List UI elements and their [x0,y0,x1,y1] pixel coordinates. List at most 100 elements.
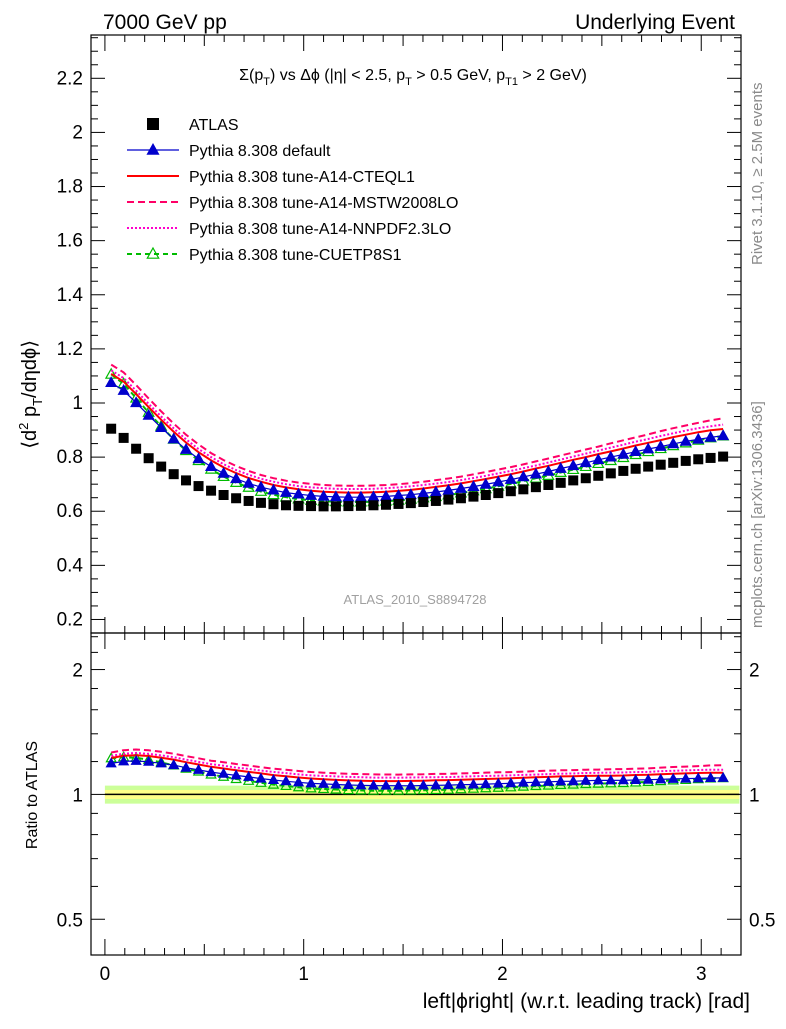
ratio-point-default [168,759,180,770]
legend-label-atlas: ATLAS [189,117,239,134]
ratio-point-cuetp8s1 [392,784,405,795]
point-default [317,489,330,501]
ratio-y-axis-label: Ratio to ATLAS [24,741,41,849]
point-default [542,464,555,476]
ratio-point-cuetp8s1 [305,782,317,793]
point-atlas [131,443,142,454]
ratio-point-default [692,772,704,783]
series-cteql1 [110,372,724,494]
ratio-series-cteql1 [111,754,724,783]
series-line-default [110,382,724,498]
ratio-point-default [605,774,617,785]
ratio-point-default [467,778,480,789]
ratio-point-default [580,774,592,785]
point-atlas [480,490,491,500]
ratio-point-default [317,777,330,788]
point-atlas [668,457,679,468]
point-default [554,461,567,473]
point-atlas [405,498,416,509]
point-default [717,429,730,441]
point-atlas [306,501,317,512]
legend-item-atlas: ATLAS [147,117,239,134]
point-atlas [231,493,242,504]
ratio-point-cuetp8s1 [292,781,305,792]
point-default [642,442,655,454]
point-atlas [443,494,454,505]
ratio-point-default [455,778,467,789]
main-y-axis-label: ⟨d2 pT/dηdϕ⟩ [16,340,45,449]
ratio-point-default [405,779,417,790]
point-atlas [281,500,291,511]
point-default [179,443,193,454]
main-ytick-label: 0.8 [57,447,83,468]
ratio-point-default [292,776,305,787]
point-default [617,447,630,459]
point-default [204,460,218,471]
ratio-point-cuetp8s1 [367,784,380,795]
ratio-point-default [430,779,442,790]
point-default [254,480,268,492]
ratio-point-default [530,776,542,787]
legend-marker-default [146,142,160,155]
legend-item-mstw: Pythia 8.308 tune-A14-MSTW2008LO [127,195,458,212]
legend-marker-cuetp8s1 [146,246,160,259]
main-ytick-label: 1.2 [57,339,83,360]
ratio-point-cuetp8s1 [342,783,355,795]
main-ytick-label: 1.8 [57,177,83,198]
point-atlas [530,482,541,493]
point-default [529,467,542,479]
point-default [267,483,280,495]
main-ytick-label: 2 [72,122,83,143]
point-default [592,453,605,465]
series-default [105,376,730,502]
ratio-point-default [330,778,342,789]
point-default [142,408,155,420]
ratio-point-default [380,779,392,790]
point-default [292,487,305,499]
point-default [329,490,342,502]
point-default [579,456,592,468]
ratio-point-default [442,779,455,790]
series-line-mstw [110,363,724,487]
main-ytick-label: 0.6 [57,501,83,522]
ratio-point-cuetp8s1 [330,783,342,794]
ratio-ytick-label: 2 [72,661,83,682]
point-atlas [330,501,341,512]
header-right: Underlying Event [575,11,735,34]
series-nnpdf [110,369,724,490]
point-default [454,481,468,493]
point-atlas [168,469,179,480]
legend-label-nnpdf: Pythia 8.308 tune-A14-NNPDF2.3LO [189,221,451,238]
point-atlas [618,465,629,476]
ratio-point-default [255,772,267,783]
ratio-point-default [555,775,567,786]
point-default [279,486,293,497]
point-atlas [655,459,666,470]
ratio-point-default [667,772,679,783]
point-atlas [718,451,729,462]
point-atlas [643,461,654,472]
point-atlas [255,497,266,508]
ratio-point-default [342,779,355,790]
ratio-point-default [192,763,205,774]
legend-item-default: Pythia 8.308 default [127,142,331,160]
ratio-point-default [118,755,130,766]
main-ytick-label: 0.2 [57,609,83,630]
legend-label-default: Pythia 8.308 default [189,143,331,160]
point-atlas [593,470,604,481]
legend-marker-atlas [147,118,159,130]
legend-label-cuetp8s1: Pythia 8.308 tune-CUETP8S1 [189,247,402,264]
point-default [504,473,517,484]
series-line-cteql1 [110,372,724,494]
point-atlas [705,452,716,463]
mcplots-note: mcplots.cern.ch [arXiv:1306.3436] [749,401,766,628]
point-default [667,437,680,449]
point-atlas [568,475,579,486]
point-atlas [143,453,154,464]
point-atlas [393,498,404,509]
x-tick-label: 0 [100,964,111,985]
legend-item-nnpdf: Pythia 8.308 tune-A14-NNPDF2.3LO [127,221,451,238]
ratio-line-cteql1 [111,754,724,783]
point-atlas [355,500,366,511]
header-left: 7000 GeV pp [103,11,227,34]
